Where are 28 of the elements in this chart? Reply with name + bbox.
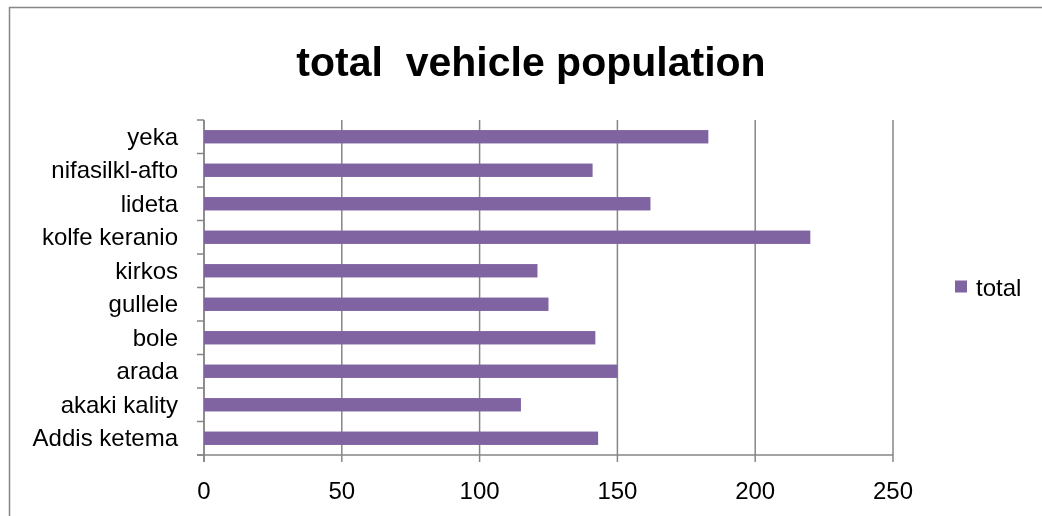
chart-title: total vehicle population	[296, 39, 766, 85]
y-tick-label: bole	[132, 323, 178, 351]
x-tick-label: 150	[597, 477, 638, 504]
bar	[204, 431, 599, 445]
bar	[204, 163, 593, 177]
bar	[204, 398, 521, 412]
bar	[204, 230, 811, 244]
y-tick-label: gullele	[108, 290, 178, 318]
x-tick-label: 200	[735, 477, 776, 504]
y-tick-label: Addis ketema	[32, 424, 179, 452]
x-tick-label: 100	[459, 477, 500, 504]
y-tick-label: kirkos	[115, 256, 178, 284]
x-tick-label: 50	[328, 477, 356, 504]
legend-label: total	[976, 273, 1022, 301]
y-tick-label: nifasilkl-afto	[51, 156, 178, 184]
y-tick-label: lideta	[120, 189, 179, 217]
bar	[204, 364, 618, 378]
y-tick-label: arada	[116, 357, 179, 385]
y-tick-label: kolfe keranio	[41, 223, 178, 251]
x-tick-label: 0	[197, 477, 211, 504]
bar	[204, 130, 709, 144]
y-tick-label: akaki kality	[60, 390, 178, 418]
bar	[204, 331, 596, 345]
x-tick-label: 250	[872, 477, 914, 504]
bar	[204, 297, 549, 311]
bar	[204, 197, 651, 211]
bar	[204, 264, 538, 278]
y-tick-label: yeka	[127, 122, 179, 150]
